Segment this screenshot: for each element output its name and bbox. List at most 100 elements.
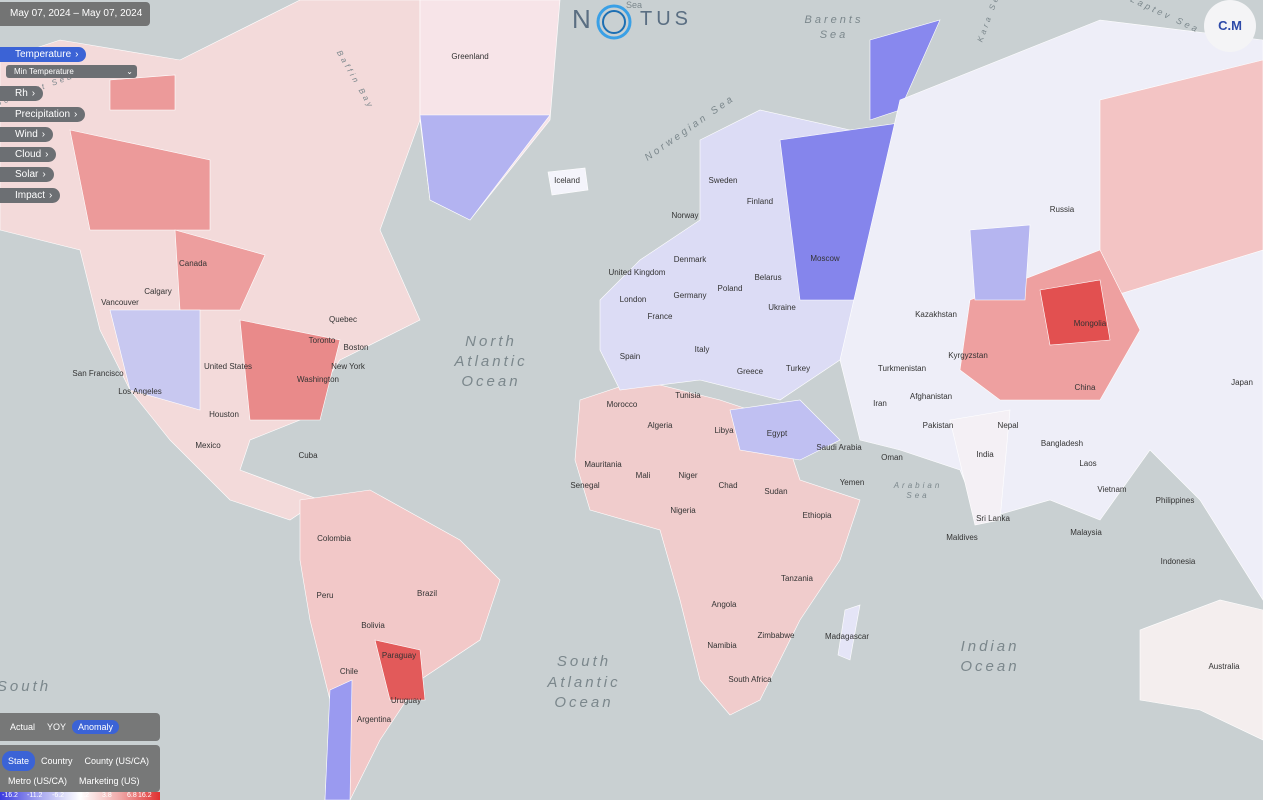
place-label: Belarus — [754, 273, 781, 282]
water-label: Indian — [961, 638, 1020, 655]
menu-item[interactable]: Cloud — [0, 147, 57, 162]
menu-item[interactable]: Solar — [0, 167, 54, 182]
place-label: Italy — [695, 345, 710, 354]
place-label: China — [1075, 383, 1096, 392]
geography-option[interactable]: Marketing (US) — [79, 776, 140, 786]
place-label: Sweden — [709, 176, 738, 185]
place-label: Mongolia — [1074, 319, 1107, 328]
place-label: Saudi Arabia — [816, 443, 862, 452]
select-arrow: ⌄ — [126, 67, 133, 76]
place-label: Sri Lanka — [976, 514, 1010, 523]
metric-select[interactable]: Min Temperature ⌄ — [6, 65, 137, 78]
menu-item[interactable]: Rh — [0, 86, 44, 101]
geography-option[interactable]: County (US/CA) — [84, 756, 150, 766]
place-label: Madagascar — [825, 632, 869, 641]
place-label: Peru — [317, 591, 334, 600]
place-label: Norway — [671, 211, 698, 220]
place-label: United Kingdom — [609, 268, 666, 277]
geography-option[interactable]: Country — [41, 756, 73, 766]
place-label: Maldives — [946, 533, 978, 542]
place-label: Afghanistan — [910, 392, 952, 401]
logo-mark — [596, 4, 632, 40]
mode-toggle: Actual YOY Anomaly — [0, 713, 160, 741]
place-label: United States — [204, 362, 252, 371]
place-label: Philippines — [1156, 496, 1195, 505]
geography-option[interactable]: Metro (US/CA) — [8, 776, 68, 786]
geography-option[interactable]: State — [2, 751, 36, 771]
place-label: Angola — [712, 600, 737, 609]
place-label: Algeria — [648, 421, 673, 430]
mode-option[interactable]: YOY — [47, 722, 67, 732]
legend-label: -16.2 — [2, 792, 18, 799]
place-label: India — [976, 450, 994, 459]
water-label: South — [0, 678, 51, 695]
legend-label: 6.8 — [127, 792, 137, 799]
menu-item[interactable]: Wind — [0, 127, 54, 142]
place-label: Turkey — [786, 364, 810, 373]
place-label: Argentina — [357, 715, 392, 724]
metric-select-label: Min Temperature — [14, 67, 74, 76]
legend-label: 16.2 — [138, 792, 152, 799]
place-label: Morocco — [607, 400, 638, 409]
place-label: Colombia — [317, 534, 351, 543]
place-label: Poland — [718, 284, 743, 293]
place-label: Nigeria — [670, 506, 696, 515]
place-label: Iceland — [554, 176, 580, 185]
place-label: Cuba — [298, 451, 318, 460]
place-label: Japan — [1231, 378, 1253, 387]
place-label: Kyrgyzstan — [948, 351, 988, 360]
place-label: Laos — [1079, 459, 1096, 468]
legend-label: 3.8 — [102, 792, 112, 799]
water-label: Ocean — [554, 694, 613, 711]
place-label: Niger — [678, 471, 697, 480]
place-label: Mexico — [195, 441, 221, 450]
user-avatar[interactable]: C.M — [1204, 0, 1256, 52]
place-label: Nepal — [998, 421, 1019, 430]
logo-sea: Sea — [626, 0, 643, 10]
legend-label: -6.2 — [52, 792, 65, 799]
date-range[interactable]: May 07, 2024 – May 07, 2024 — [0, 2, 150, 26]
water-label: Ocean — [461, 373, 520, 390]
geography-toggle: State Country County (US/CA) Metro (US/CA) M… — [0, 745, 160, 792]
water-label: Atlantic — [453, 353, 527, 370]
place-label: Greenland — [451, 52, 488, 61]
place-label: Finland — [747, 197, 773, 206]
place-label: Mauritania — [584, 460, 622, 469]
legend-label: -11.2 — [27, 792, 43, 799]
place-label: Ethiopia — [803, 511, 832, 520]
logo-right: TUS — [640, 8, 692, 30]
place-label: Sudan — [764, 487, 787, 496]
mode-option[interactable]: Actual — [10, 722, 36, 732]
place-label: Namibia — [707, 641, 737, 650]
place-label: Brazil — [417, 589, 437, 598]
legend-label: -1.2 — [77, 792, 90, 799]
menu-item[interactable]: Temperature — [0, 47, 87, 62]
mode-option[interactable]: Anomaly — [72, 720, 120, 734]
water-label: Sea — [820, 29, 849, 41]
place-label: Denmark — [674, 255, 707, 264]
water-label: Kara Sea — [976, 0, 1004, 43]
place-label: Russia — [1050, 205, 1075, 214]
place-label: Quebec — [329, 315, 357, 324]
place-label: Vancouver — [101, 298, 139, 307]
place-label: Kazakhstan — [915, 310, 957, 319]
menu-item[interactable]: Impact — [0, 188, 61, 203]
place-label: Paraguay — [382, 651, 416, 660]
menu-item[interactable]: Precipitation — [0, 107, 86, 122]
place-label: Senegal — [570, 481, 600, 490]
place-label: Tunisia — [675, 391, 701, 400]
place-label: Boston — [344, 343, 369, 352]
place-label: Malaysia — [1070, 528, 1102, 537]
place-label: Houston — [209, 410, 239, 419]
water-label: Atlantic — [546, 674, 620, 691]
place-label: London — [620, 295, 647, 304]
place-label: Los Angeles — [118, 387, 162, 396]
place-label: South Africa — [728, 675, 772, 684]
place-label: Tanzania — [781, 574, 814, 583]
place-label: Canada — [179, 259, 208, 268]
place-label: Chad — [718, 481, 737, 490]
water-label: Sea — [906, 491, 929, 500]
